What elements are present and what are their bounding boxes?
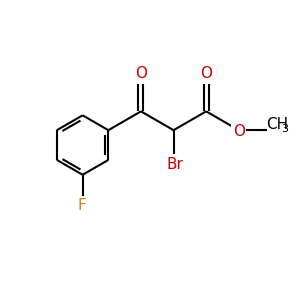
Text: 3: 3 xyxy=(281,124,288,134)
Text: F: F xyxy=(77,198,86,213)
Text: O: O xyxy=(135,66,147,81)
Text: CH: CH xyxy=(266,117,289,132)
Text: O: O xyxy=(233,124,245,139)
Text: Br: Br xyxy=(166,158,183,172)
Text: O: O xyxy=(200,66,212,81)
